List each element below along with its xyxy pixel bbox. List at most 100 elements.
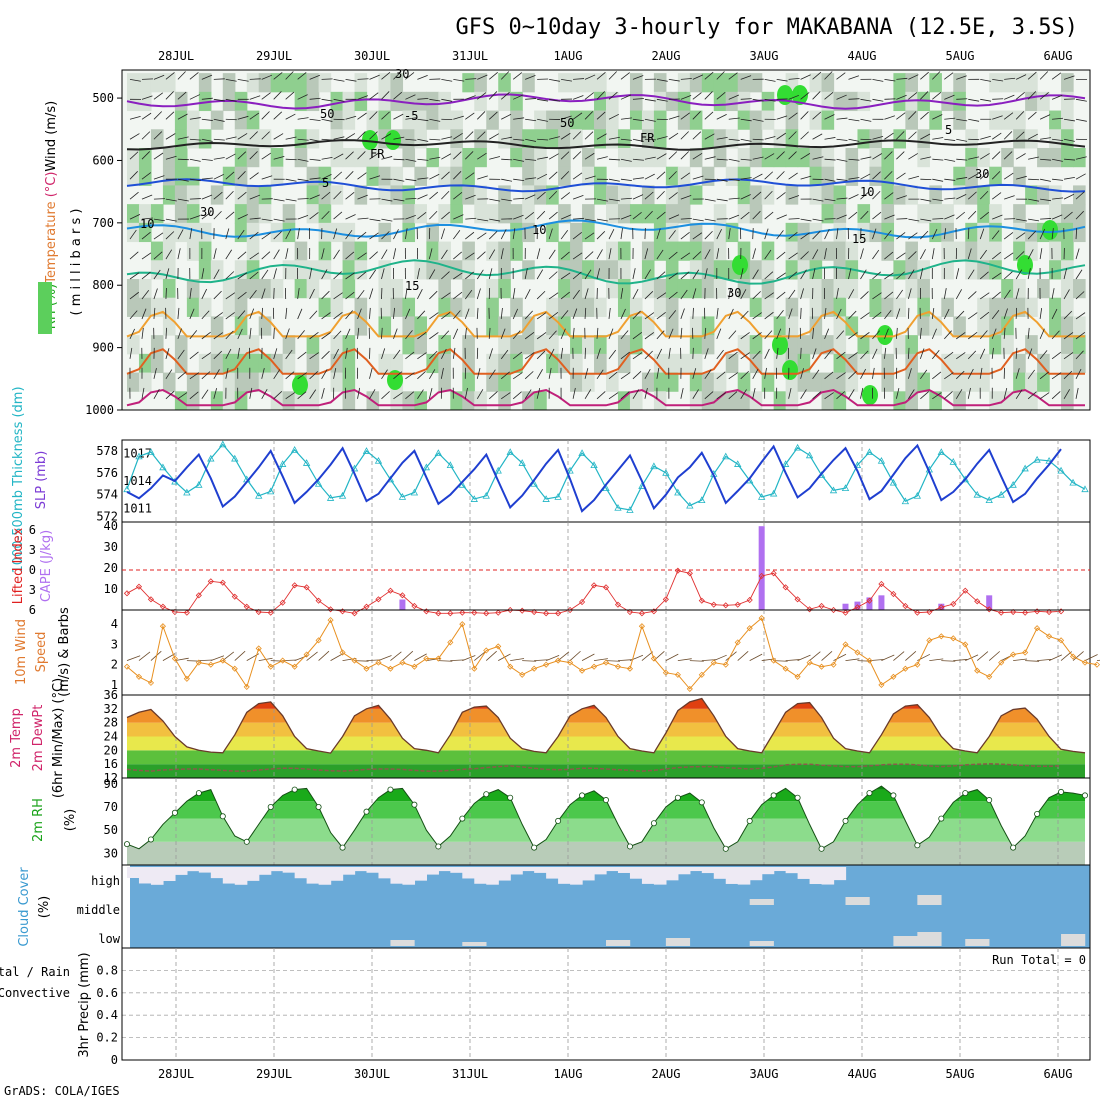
rh-cell xyxy=(414,335,427,355)
wind-barb xyxy=(896,289,904,300)
rh-cell xyxy=(689,260,703,280)
wind-barb xyxy=(692,368,697,379)
wind-barb xyxy=(596,231,606,240)
wind-barb xyxy=(369,288,374,300)
wind-barb xyxy=(1003,327,1006,339)
rh-cell xyxy=(534,129,547,149)
wind-barb xyxy=(177,91,187,100)
high-cloud-bar xyxy=(617,867,631,873)
wind-barb xyxy=(153,198,165,200)
rh-cell xyxy=(606,241,619,261)
wind-barb xyxy=(141,151,151,160)
upper-y-tick-label: 800 xyxy=(92,278,114,292)
rh-cell xyxy=(1061,147,1074,168)
wind-barb xyxy=(848,211,858,220)
rh-cell xyxy=(833,278,847,299)
surface-wind-barb xyxy=(534,659,549,661)
rh-cell xyxy=(677,278,691,299)
rh-cell xyxy=(594,185,607,205)
wind-barb xyxy=(428,387,433,399)
wind-barb xyxy=(704,218,716,222)
rh-cell xyxy=(234,110,248,130)
bottom-date-label: 30JUL xyxy=(354,1067,390,1081)
rh-cell xyxy=(330,372,344,392)
wind-barb xyxy=(908,111,917,120)
rh-cell xyxy=(965,241,978,261)
lifted-index-point xyxy=(878,580,885,588)
wind-barb xyxy=(956,352,966,360)
wind-speed-point xyxy=(986,673,993,680)
wind-barb xyxy=(644,210,653,220)
lifted-index-point xyxy=(638,610,645,617)
wind-barb xyxy=(345,347,348,359)
wind-barb xyxy=(764,292,774,300)
wind-barb xyxy=(788,94,800,100)
wind-barb xyxy=(417,158,429,161)
wind-barb xyxy=(261,131,270,140)
rh-cell xyxy=(222,335,236,355)
rh-cell xyxy=(270,73,284,93)
wind-barb xyxy=(944,391,953,400)
wind-barb xyxy=(1015,368,1020,379)
wind-barb xyxy=(129,116,141,120)
wind-barb xyxy=(357,172,367,180)
rh-cell xyxy=(127,222,140,243)
wind-barb xyxy=(620,214,632,220)
wind-barb xyxy=(908,232,918,240)
wind-barb xyxy=(932,114,943,120)
wind-barb xyxy=(525,177,537,180)
rh-cell xyxy=(713,278,727,299)
wind-barb xyxy=(177,307,180,319)
wind-barb xyxy=(596,71,606,80)
rh-cell xyxy=(162,316,176,336)
rh-cell xyxy=(222,391,236,411)
wind-speed-point xyxy=(842,641,849,648)
wind-barb xyxy=(153,368,157,379)
wind-barb xyxy=(752,387,756,399)
wind-barb xyxy=(548,249,556,260)
thickness-point xyxy=(781,460,790,467)
wind-barb xyxy=(920,71,929,80)
wind-barb xyxy=(345,151,354,160)
rh-cell xyxy=(905,73,918,93)
wind-barb xyxy=(237,328,243,340)
rh-cell xyxy=(558,204,571,224)
contour-label: 15 xyxy=(852,232,866,246)
lifted-index-point xyxy=(698,597,705,604)
wind-barb xyxy=(261,389,268,399)
wind-barb xyxy=(1063,310,1073,320)
precip-tick-label: 0.4 xyxy=(96,1008,118,1022)
wind-barb xyxy=(908,92,918,100)
rh-cell xyxy=(833,241,847,261)
wind-speed-point xyxy=(267,663,274,670)
wind-barb xyxy=(321,332,331,340)
wind-barb xyxy=(955,389,963,399)
wind-barb xyxy=(297,351,307,360)
wind-barb xyxy=(357,289,365,300)
wind-barb xyxy=(321,388,325,399)
rh-cell xyxy=(210,185,224,205)
high-cloud-bar xyxy=(689,867,703,872)
rh-cell xyxy=(1001,391,1014,411)
wind-barb xyxy=(513,138,525,141)
wind-barb xyxy=(776,115,788,120)
wind-barb xyxy=(321,118,333,122)
rh-band xyxy=(127,841,1085,865)
wind-barb xyxy=(417,177,429,180)
wind-barb xyxy=(692,347,694,359)
surface-wind-barb xyxy=(629,654,644,661)
wind-barb xyxy=(872,311,882,320)
contour-label: -5 xyxy=(404,109,418,123)
wind-barb xyxy=(991,272,1002,280)
wind-barb xyxy=(908,175,920,180)
surface-wind-barb xyxy=(318,650,330,661)
wind-barb xyxy=(764,367,767,379)
rh-cell xyxy=(833,185,847,205)
surface-wind-barb xyxy=(1025,660,1040,662)
wind-barb xyxy=(165,72,175,80)
thickness-tick-label: 574 xyxy=(96,488,118,502)
wind-barb xyxy=(728,197,740,200)
rh-point xyxy=(411,801,418,808)
wind-barb xyxy=(788,151,797,160)
wind-barb xyxy=(189,372,200,380)
